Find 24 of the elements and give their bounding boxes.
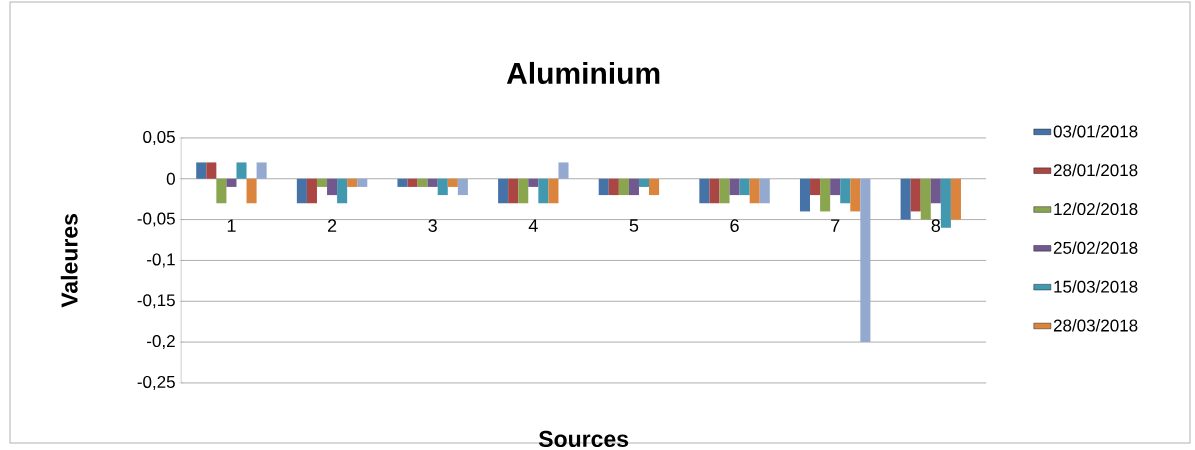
legend-label: 12/02/2018 xyxy=(1054,202,1138,215)
x-tick-label: 1 xyxy=(227,219,236,232)
x-axis-title: Sources xyxy=(538,430,629,447)
y-tick-label: -0,15 xyxy=(137,294,175,309)
y-tick-label: 0 xyxy=(166,172,175,185)
legend-label: 25/02/2018 xyxy=(1053,241,1138,254)
y-tick-label: -0,25 xyxy=(137,375,175,390)
legend-label: 28/03/2018 xyxy=(1053,318,1138,332)
x-tick-label: 6 xyxy=(730,219,739,232)
legend-label: 03/01/2018 xyxy=(1053,124,1138,138)
chart-title: Aluminium xyxy=(506,61,660,84)
y-tick-label: -0,05 xyxy=(137,212,175,227)
y-tick-label: -0,1 xyxy=(147,253,175,268)
x-tick-label: 4 xyxy=(528,219,538,232)
x-tick-label: 7 xyxy=(831,219,840,232)
legend-label: 28/01/2018 xyxy=(1053,163,1138,177)
x-tick-label: 3 xyxy=(428,219,437,232)
legend-label: 15/03/2018 xyxy=(1054,280,1138,293)
x-tick-label: 5 xyxy=(629,219,639,232)
x-tick-label: 2 xyxy=(327,219,337,232)
y-axis-title: Valeures xyxy=(60,213,78,308)
x-tick-label: 8 xyxy=(931,219,941,232)
y-tick-label: 0,05 xyxy=(143,130,175,145)
y-tick-label: -0,2 xyxy=(147,334,175,349)
